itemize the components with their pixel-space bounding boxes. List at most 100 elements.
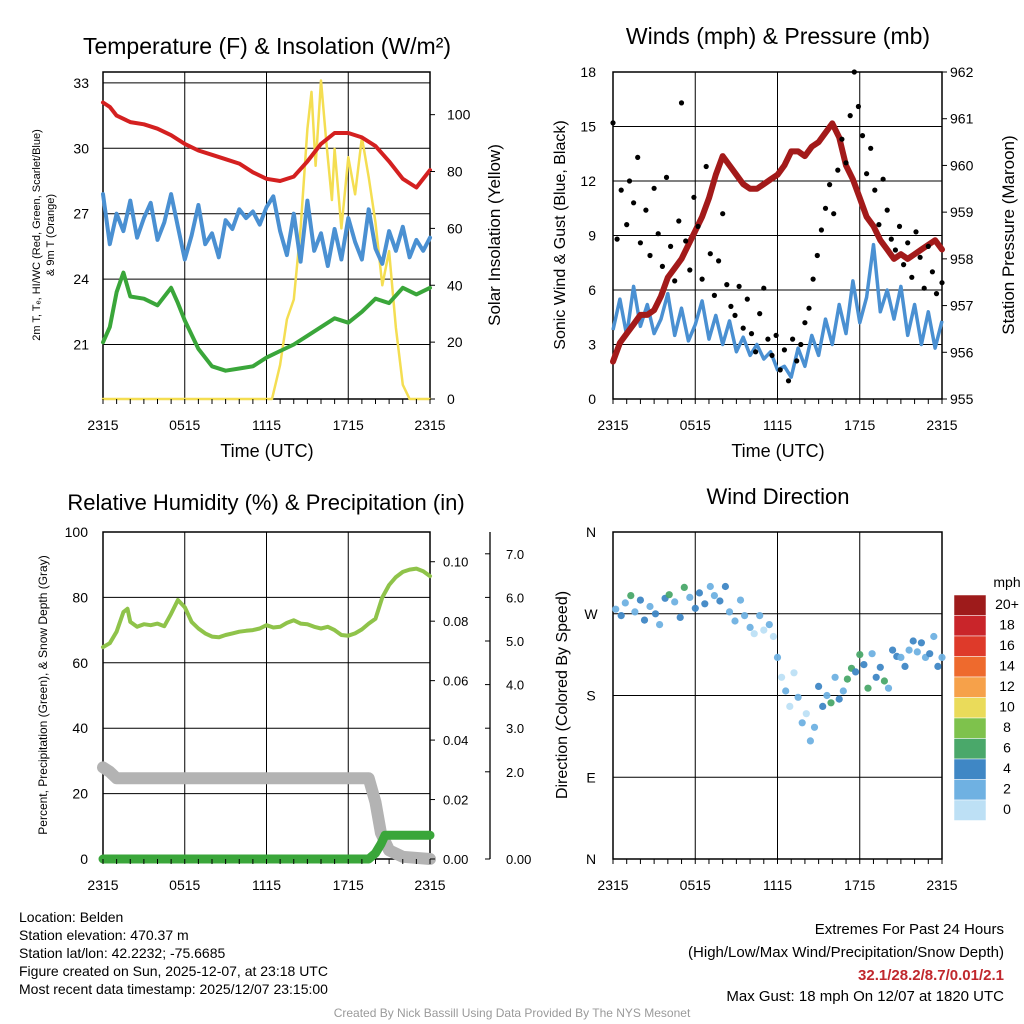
direction-x-tick-label: 2315: [597, 877, 628, 893]
direction-point: [815, 682, 823, 691]
legend-label: 0: [1003, 801, 1011, 817]
gust-point: [827, 182, 833, 188]
temperature-y2-tick-label: 0: [447, 391, 455, 407]
direction-point: [756, 612, 764, 620]
direction-point: [864, 684, 872, 692]
gust-point: [651, 185, 657, 191]
direction-point: [806, 737, 815, 745]
legend-swatch: [953, 738, 987, 760]
dewpoint-line: [101, 270, 432, 373]
most-recent-timestamp: Most recent data timestamp: 2025/12/07 2…: [19, 981, 328, 997]
winds-y-tick-label: 6: [588, 282, 596, 298]
legend-swatch: [953, 656, 987, 678]
direction-x-tick-label: 2315: [926, 877, 957, 893]
direction-point: [636, 596, 645, 604]
direction-y-tick-label: N: [586, 851, 596, 867]
temperature-line: [101, 100, 432, 190]
direction-point: [765, 621, 773, 629]
direction-point: [880, 677, 889, 685]
precipitation-line: [98, 830, 435, 864]
gust-point: [676, 218, 682, 224]
direction-point: [651, 610, 660, 618]
direction-point: [926, 650, 934, 658]
direction-point: [852, 668, 860, 676]
gust-point: [695, 223, 701, 229]
temperature-y-tick-label: 21: [73, 337, 89, 353]
winds-y2-tick-label: 960: [950, 157, 974, 173]
gust-point: [769, 352, 775, 358]
gust-point: [843, 160, 849, 166]
gust-point: [635, 154, 641, 160]
gust-point: [859, 133, 866, 139]
gust-point: [851, 69, 857, 75]
gust-point: [880, 176, 886, 182]
winds-y-tick-label: 12: [580, 173, 596, 189]
station-location: Location: Belden: [19, 909, 124, 925]
snow-y-tick-label: 3.0: [506, 721, 524, 736]
direction-point: [671, 598, 679, 606]
direction-point: [627, 592, 635, 600]
gust-point: [744, 296, 750, 302]
extremes-values: 32.1/28.2/8.7/0.01/2.1: [858, 967, 1004, 984]
temperature-panel: Temperature (F) & Insolation (W/m²) 21 24…: [31, 33, 504, 461]
direction-point: [736, 596, 745, 604]
gust-point: [663, 174, 670, 180]
gust-point: [929, 269, 936, 275]
winds-y-tick-label: 0: [588, 391, 596, 407]
gust-point: [691, 194, 697, 200]
gust-point: [802, 320, 808, 326]
precip-y-tick-label: 0.02: [443, 793, 468, 808]
gust-point: [724, 282, 730, 288]
humidity-y-tick-label: 100: [65, 524, 89, 540]
gust-point: [884, 207, 890, 213]
gust-point: [672, 278, 678, 284]
direction-point: [802, 710, 810, 718]
winds-y-tick-label: 18: [580, 64, 596, 80]
gust-point: [740, 325, 746, 331]
gust-point: [835, 167, 841, 173]
humidity-y-tick-label: 20: [72, 786, 88, 802]
gust-point: [637, 240, 644, 246]
winds-x-tick-label: 2315: [926, 417, 957, 433]
precip-y-tick-label: 0.06: [443, 674, 468, 689]
legend-swatch: [953, 758, 987, 780]
gust-point: [818, 227, 825, 233]
direction-x-tick-label: 1715: [844, 877, 875, 893]
temperature-y-tick-label: 33: [73, 75, 89, 91]
direction-point: [938, 653, 946, 662]
gust-point: [933, 291, 940, 297]
legend-swatch: [953, 594, 987, 616]
station-elevation: Station elevation: 470.37 m: [19, 927, 189, 943]
direction-point: [617, 612, 625, 620]
direction-point: [773, 653, 782, 662]
winds-x-tick-label: 0515: [680, 417, 711, 433]
temperature-xlabel: Time (UTC): [220, 441, 313, 461]
winds-xlabel: Time (UTC): [731, 441, 824, 461]
humidity-x-tick-label: 1715: [333, 877, 364, 893]
direction-point: [798, 719, 806, 727]
winds-y2-tick-label: 962: [950, 64, 974, 80]
gust-point: [814, 252, 820, 259]
gust-point: [618, 187, 624, 193]
humidity-title: Relative Humidity (%) & Precipitation (i…: [67, 490, 464, 515]
humidity-x-tick-label: 2315: [87, 877, 118, 893]
direction-point: [872, 673, 880, 681]
gust-point: [757, 311, 763, 317]
gust-point: [683, 238, 689, 244]
direction-point: [691, 604, 699, 612]
winds-y2-tick-label: 956: [950, 344, 974, 360]
gust-point: [668, 243, 674, 249]
gust-point: [699, 276, 705, 282]
humidity-y-tick-label: 60: [72, 655, 88, 671]
humidity-y-tick-label: 0: [80, 851, 88, 867]
gust-point: [822, 205, 829, 211]
direction-point: [746, 623, 754, 632]
gust-point: [707, 251, 713, 257]
direction-point: [930, 632, 938, 641]
humidity-line: [101, 566, 432, 650]
gust-point: [855, 103, 862, 110]
winds-x-tick-label: 2315: [597, 417, 628, 433]
temperature-y-tick-label: 30: [73, 140, 89, 156]
sonic-wind-line: [611, 242, 944, 379]
